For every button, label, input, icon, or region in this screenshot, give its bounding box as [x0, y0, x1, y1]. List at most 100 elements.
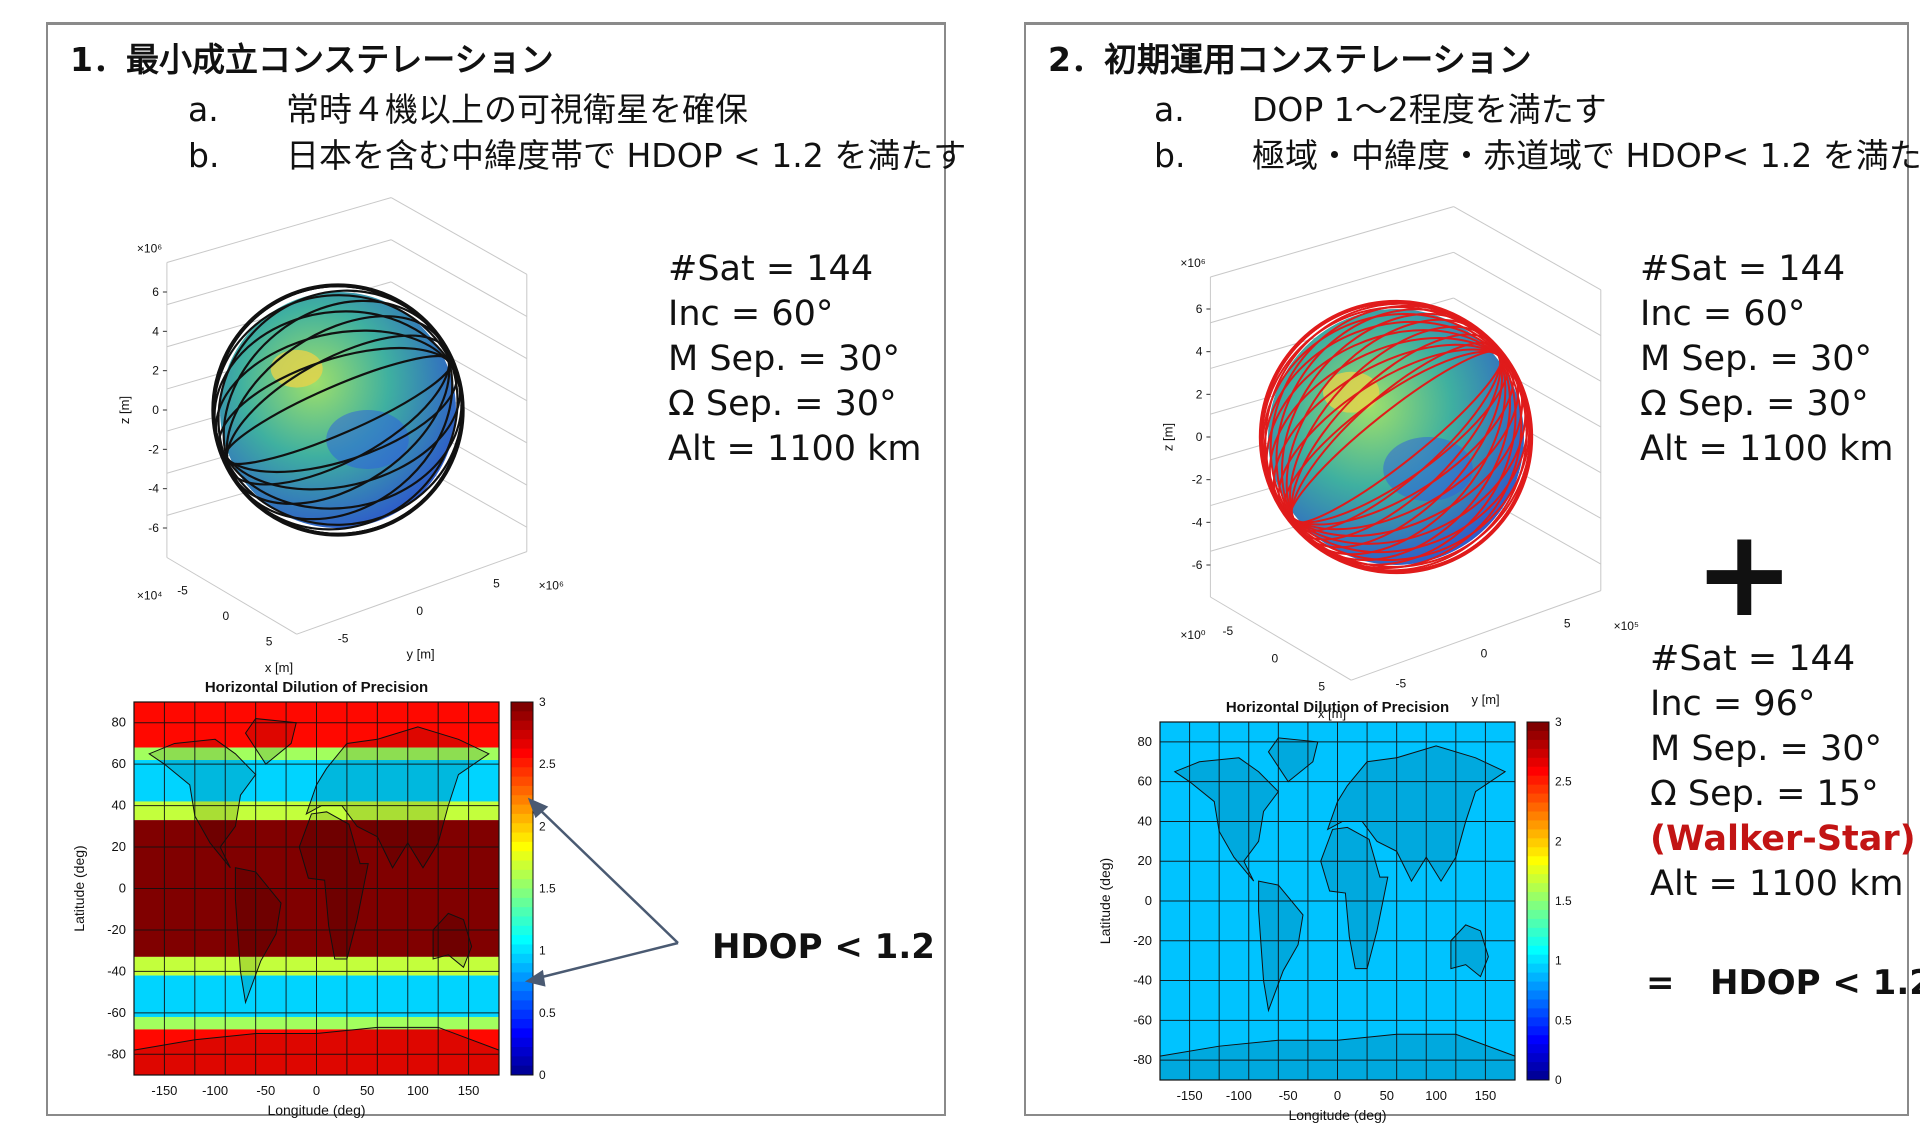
constellation-parameters: #Sat = 144 Inc = 60° M Sep. = 30° Ω Sep. = …	[668, 247, 922, 472]
colorbar-segment	[511, 767, 533, 778]
longitude-tick-label: 0	[313, 1083, 320, 1098]
colorbar-segment	[1527, 1008, 1549, 1018]
constellation-parameters-a: #Sat = 144 Inc = 60° M Sep. = 30° Ω Sep. = …	[1640, 247, 1894, 472]
parameter-line: Alt = 1100 km	[1640, 429, 1894, 469]
colorbar-tick-label: 3	[1555, 715, 1562, 729]
continent	[432, 912, 473, 969]
z-tick-label: 4	[1196, 345, 1203, 359]
x-tick-label: 5	[266, 634, 273, 648]
colorbar-segment	[511, 925, 533, 936]
orbit-envelope	[1258, 299, 1534, 575]
colorbar-segment	[511, 795, 533, 806]
colorbar-segment	[511, 804, 533, 815]
z-tick-label: 6	[1196, 302, 1203, 316]
latitude-tick-label: 80	[1138, 734, 1152, 749]
y-tick-label: 0	[416, 604, 423, 618]
result-text: HDOP < 1.2	[1710, 963, 1920, 1003]
y-exponent: ×10⁵	[1614, 619, 1639, 633]
requirement-a-text: 常時４機以上の可視衛星を確保	[286, 90, 748, 129]
continent	[234, 867, 282, 1005]
parameter-line: M Sep. = 30°	[668, 339, 901, 379]
continent	[1173, 757, 1279, 882]
colorbar-segment	[511, 981, 533, 992]
latitude-tick-label: 60	[1138, 774, 1152, 789]
high-dop-patch	[1323, 371, 1380, 413]
z-tick-label: -6	[1192, 558, 1203, 572]
continent	[1258, 880, 1304, 1013]
x-tick-label: -5	[1223, 624, 1234, 638]
colorbar-segment	[511, 729, 533, 740]
latitude-tick-label: 40	[1138, 813, 1152, 828]
colorbar-segment	[1527, 865, 1549, 875]
requirement-a-text: DOP 1～2程度を満たす	[1252, 90, 1607, 129]
z-tick-label: -2	[148, 442, 159, 456]
map-frame	[1159, 721, 1516, 1081]
x-axis-label: x [m]	[265, 660, 293, 675]
colorbar-segment	[511, 944, 533, 955]
colorbar-segment	[511, 907, 533, 917]
longitude-tick-label: -100	[202, 1083, 228, 1098]
map-title: Horizontal Dilution of Precision	[1226, 699, 1449, 716]
colorbar-segment	[1527, 829, 1549, 839]
longitude-tick-label: -50	[1279, 1088, 1298, 1103]
graticule	[134, 702, 499, 1075]
longitude-tick-label: 150	[1475, 1088, 1497, 1103]
z-tick-label: 6	[152, 285, 159, 299]
x-tick-label: 0	[222, 609, 229, 623]
requirement-b-text: 極域・中緯度・赤道域で HDOP< 1.2 を満たす	[1252, 136, 1920, 175]
requirement-a: a. 常時４機以上の可視衛星を確保	[188, 83, 748, 131]
z-exponent: ×10⁶	[1180, 256, 1205, 270]
longitude-tick-label: 50	[1380, 1088, 1394, 1103]
colorbar-segment	[1527, 748, 1549, 759]
x-tick-label: -5	[177, 583, 188, 597]
requirement-a: a. DOP 1～2程度を満たす	[1154, 83, 1607, 131]
colorbar-segment	[1527, 936, 1549, 947]
colorbar-segment	[511, 897, 533, 908]
requirement-b: b. 日本を含む中緯度帯で HDOP < 1.2 を満たす	[188, 129, 966, 177]
longitude-tick-label: 50	[360, 1083, 374, 1098]
requirement-a-label: a.	[1154, 90, 1185, 129]
z-tick-label: 2	[1196, 387, 1203, 401]
x-axis-label: Longitude (deg)	[267, 1102, 365, 1118]
latitude-tick-label: 80	[112, 715, 126, 730]
latitude-tick-label: -40	[1133, 973, 1152, 988]
colorbar-segment	[511, 748, 533, 759]
colorbar-segment	[511, 935, 533, 945]
latitude-tick-label: -60	[107, 1005, 126, 1020]
parameter-line: Inc = 60°	[1640, 294, 1806, 334]
colorbar-segment	[1527, 972, 1549, 983]
parameter-line: Ω Sep. = 30°	[1640, 384, 1869, 424]
latitude-tick-label: -20	[107, 922, 126, 937]
z-axis-label: z [m]	[1160, 423, 1175, 451]
colorbar-segment	[511, 1056, 533, 1067]
colorbar-segment	[511, 860, 533, 871]
parameter-line: M Sep. = 30°	[1640, 339, 1873, 379]
longitude-tick-label: -150	[1177, 1088, 1203, 1103]
longitude-tick-label: 100	[1425, 1088, 1447, 1103]
colorbar-segment	[511, 1028, 533, 1039]
parameter-line: #Sat = 144	[1650, 639, 1856, 679]
colorbar-tick-label: 1.5	[1555, 894, 1572, 908]
panel-title: 2．初期運用コンステレーション	[1048, 40, 1532, 79]
parameter-line: Ω Sep. = 30°	[668, 384, 897, 424]
colorbar-segment	[1527, 909, 1549, 920]
colorbar-segment	[1527, 784, 1549, 795]
parameter-line: Inc = 96°	[1650, 684, 1816, 724]
colorbar-segment	[511, 1065, 533, 1076]
colorbar-segment	[511, 963, 533, 973]
colorbar-tick-label: 0.5	[539, 1006, 556, 1020]
z-tick-label: -4	[148, 482, 159, 496]
colorbar-segment	[1527, 918, 1549, 929]
z-tick-label: -6	[148, 521, 159, 535]
equals-sign: =	[1646, 963, 1675, 1003]
latitude-tick-label: 60	[112, 756, 126, 771]
colorbar-segment	[511, 916, 533, 927]
colorbar-segment	[1527, 1026, 1549, 1036]
requirement-b-text: 日本を含む中緯度帯で HDOP < 1.2 を満たす	[286, 136, 967, 175]
y-tick-label: 5	[493, 576, 500, 590]
colorbar-segment	[511, 879, 533, 889]
orbit-globe-plot: 6 4 2 0 -2 -4 -6 ×10⁶ z [m] -5 0 5 ×10⁴ x [m] -5 0 5 ×10⁶…	[117, 197, 564, 675]
colorbar	[510, 701, 534, 1076]
y-axis-label: y [m]	[1472, 692, 1500, 707]
colorbar	[1526, 721, 1550, 1081]
